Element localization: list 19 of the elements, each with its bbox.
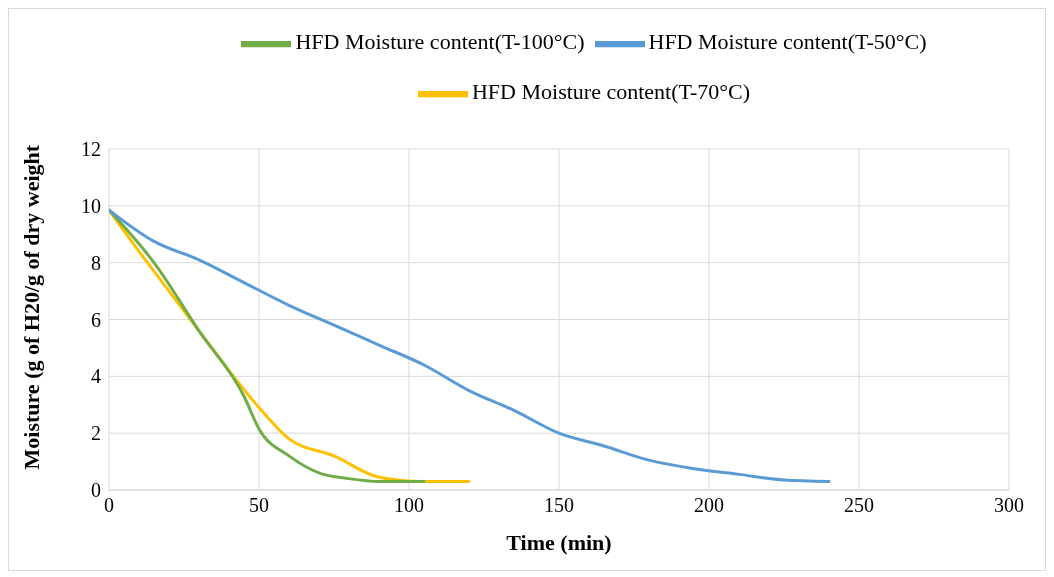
y-tick-label: 10 (81, 194, 101, 217)
line-series (109, 208, 831, 483)
x-tick-label: 250 (844, 494, 874, 517)
y-tick-label: 4 (91, 365, 101, 388)
x-tick-label: 200 (694, 494, 724, 517)
y-tick-label: 8 (91, 251, 101, 274)
x-tick-label: 100 (394, 494, 424, 517)
y-tick-label: 6 (91, 308, 101, 331)
x-tick-label: 150 (544, 494, 574, 517)
legend-label: HFD Moisture content(T-70°C) (471, 79, 751, 105)
x-tick-label: 50 (249, 494, 269, 517)
x-axis-title: Time (min) (506, 530, 612, 555)
y-tick-label: 2 (91, 422, 101, 445)
y-axis-title: Moisture (g of H20/g of dry weight (18, 144, 44, 470)
y-tick-label: 12 (81, 138, 101, 161)
y-tick-label: 0 (91, 479, 101, 502)
x-tick-label: 300 (994, 494, 1024, 517)
legend-label: HFD Moisture content(T-100°C) (295, 29, 585, 55)
legend-label: HFD Moisture content(T-50°C) (648, 29, 927, 55)
